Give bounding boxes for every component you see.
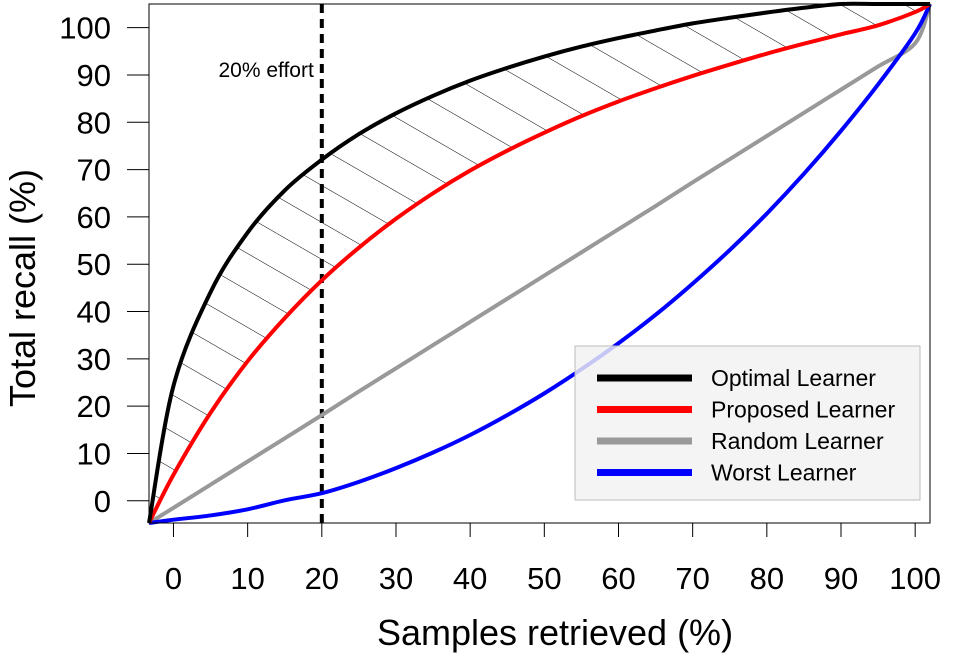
legend-label-proposed-learner: Proposed Learner (711, 397, 895, 423)
y-tick-label: 100 (59, 11, 111, 46)
y-tick-label: 30 (77, 342, 111, 377)
legend-label-optimal-learner: Optimal Learner (711, 365, 876, 391)
y-tick-label: 70 (77, 153, 111, 188)
x-axis-title: Samples retrieved (%) (377, 612, 733, 653)
y-tick-label: 10 (77, 436, 111, 471)
x-tick-label: 80 (750, 561, 784, 596)
x-tick-label: 10 (230, 561, 264, 596)
optimal-learner-line (147, 1, 930, 524)
worst-learner-line (148, 3, 932, 525)
y-tick-label: 20 (77, 389, 111, 424)
y-axis-title: Total recall (%) (2, 169, 43, 407)
legend-label-worst-learner: Worst Learner (711, 460, 857, 486)
y-tick-label: 50 (77, 247, 111, 282)
random-learner-line (147, 3, 932, 525)
hatched-gap-region (149, 3, 930, 524)
proposed-learner-line (147, 2, 932, 524)
effort-annotation-label: 20% effort (218, 59, 314, 82)
y-tick-label: 60 (77, 200, 111, 235)
x-tick-label: 0 (165, 561, 182, 596)
x-tick-label: 50 (527, 561, 561, 596)
x-tick-label: 90 (824, 561, 858, 596)
legend-label-random-learner: Random Learner (711, 428, 884, 454)
y-tick-label: 90 (77, 58, 111, 93)
x-tick-label: 40 (453, 561, 487, 596)
plot-frame (148, 3, 931, 524)
x-tick-label: 70 (675, 561, 709, 596)
x-tick-label: 30 (379, 561, 413, 596)
x-tick-label: 20 (305, 561, 339, 596)
y-tick-label: 80 (77, 105, 111, 140)
y-tick-label: 0 (94, 484, 111, 519)
x-tick-label: 60 (601, 561, 635, 596)
y-tick-label: 40 (77, 295, 111, 330)
x-tick-label: 100 (889, 561, 941, 596)
